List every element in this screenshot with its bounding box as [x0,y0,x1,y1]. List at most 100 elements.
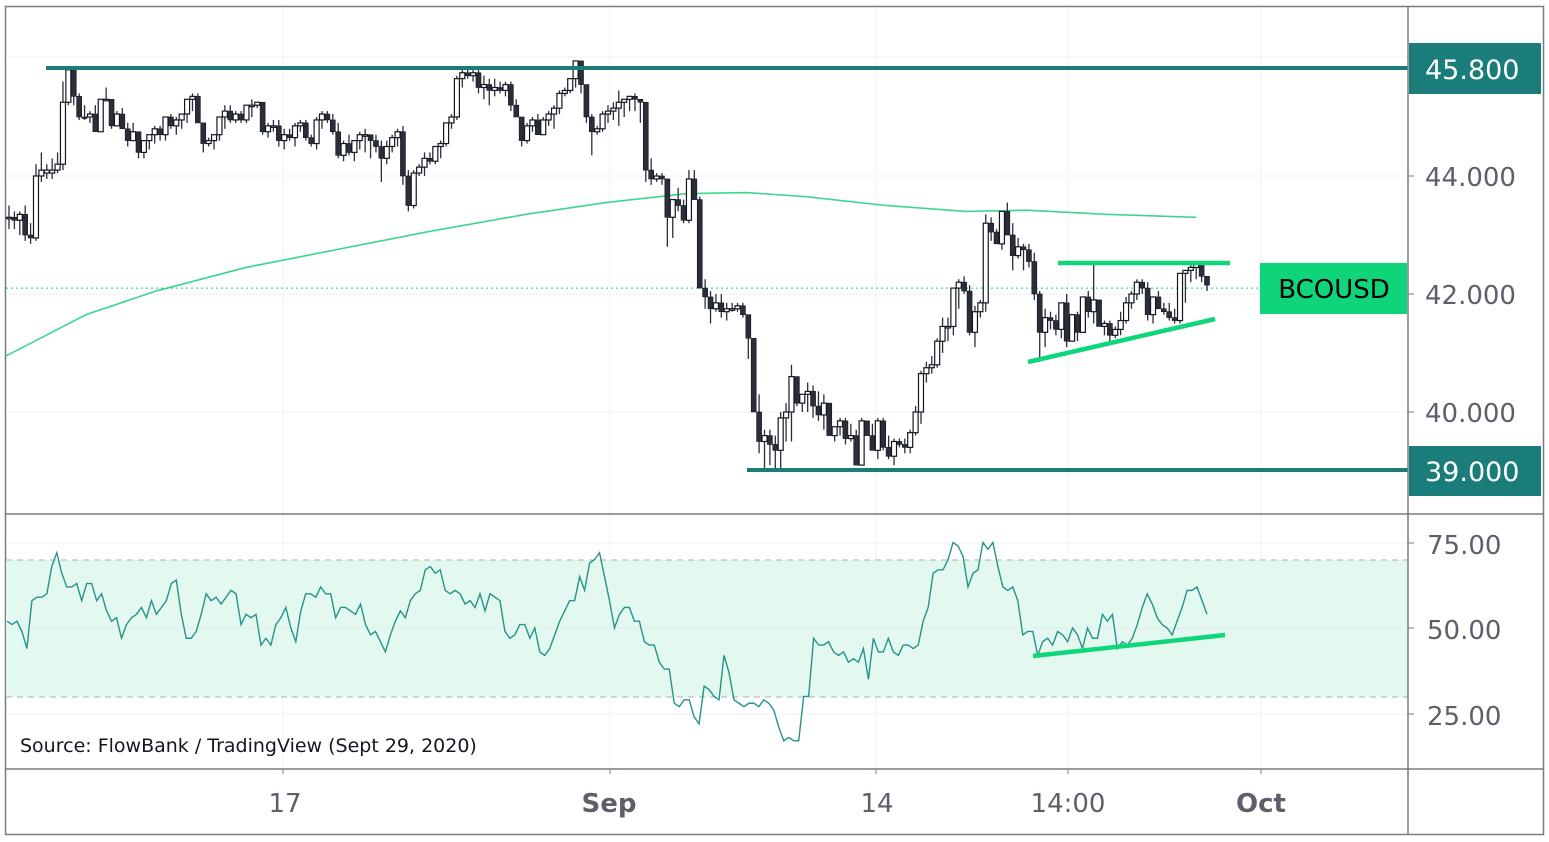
candle [1139,281,1146,289]
candle [642,101,649,171]
candle [550,107,558,115]
candle [523,125,531,142]
price-axis[interactable]: 44.000 42.000 40.000 45.800 39.000 [1408,43,1541,496]
candle [38,169,45,177]
candle [648,169,654,180]
candle [86,113,94,118]
candle [469,72,477,77]
time-axis[interactable]: 17 Sep 14 14:00 Oct [268,769,1286,819]
candle [367,134,374,141]
candle [583,84,590,118]
candle [146,134,153,142]
candle [1074,314,1081,333]
candle [400,131,406,177]
candle [205,140,212,145]
candle [1068,314,1076,342]
candle [826,402,833,436]
candle [712,302,720,310]
candle [427,158,433,162]
price-tick-42: 42.000 [1425,281,1516,311]
candle [1004,211,1011,236]
candle [281,134,288,142]
candle [5,216,13,220]
candle [869,435,876,451]
candle [1026,249,1032,262]
candle [1053,320,1059,330]
rsi-support-trendline[interactable] [1032,632,1226,659]
candle [685,178,693,221]
candle [977,302,984,313]
symbol-tag [1260,263,1407,314]
candle [227,110,234,121]
candle [210,134,218,142]
candle [108,99,115,127]
candle [11,217,18,221]
candle [637,99,644,103]
candle [448,116,455,124]
candle [1079,296,1086,333]
candle [389,137,396,148]
candle [1020,246,1027,251]
time-tick-14: 14 [860,789,893,819]
candle [777,417,784,451]
candle [702,287,708,298]
candle [443,122,450,145]
candle [745,314,752,339]
candle [508,84,514,106]
candle [675,199,681,206]
source-note: Source: FlowBank / TradingView (Sept 29,… [20,735,477,757]
candle [405,175,412,206]
candle [831,426,838,437]
candle [864,420,870,436]
candle [907,432,914,448]
candle [1187,266,1194,272]
candle [729,308,736,311]
candle [157,128,163,136]
candle [998,210,1006,245]
candle [982,222,989,304]
rsi-axis[interactable]: 75.00 50.00 25.00 [1408,531,1501,732]
candle [912,411,919,434]
candle [1133,281,1140,295]
candle [130,131,137,142]
price-tag-39000 [1409,446,1541,496]
moving-average-line [5,191,1197,357]
candle [653,175,660,180]
rsi-line [6,540,1208,742]
candle [43,169,50,174]
candle [135,131,142,153]
candle [772,444,779,451]
candle [216,116,223,136]
candle [939,325,946,342]
candle [917,373,925,413]
candle [621,98,628,103]
candle [113,113,121,127]
candle [1122,302,1130,322]
candle [545,113,552,121]
candle [383,145,390,159]
candle [885,447,892,457]
candle [810,391,816,407]
candle [195,96,201,124]
candle [243,104,250,121]
candle [124,128,131,141]
candle [561,89,568,94]
candle [944,325,952,329]
candle [1096,299,1102,327]
candle [820,402,827,416]
candle [335,131,341,156]
triangle-support-trendline[interactable] [1027,316,1216,365]
candle [696,199,703,289]
candle [173,119,180,127]
candle [902,444,908,448]
candle [22,214,28,236]
candle [815,405,822,416]
candle [475,72,482,88]
candle [589,116,595,133]
candle [81,116,88,119]
candle [1107,323,1113,336]
candle [923,367,930,375]
candle [858,420,865,466]
candle [955,281,962,289]
